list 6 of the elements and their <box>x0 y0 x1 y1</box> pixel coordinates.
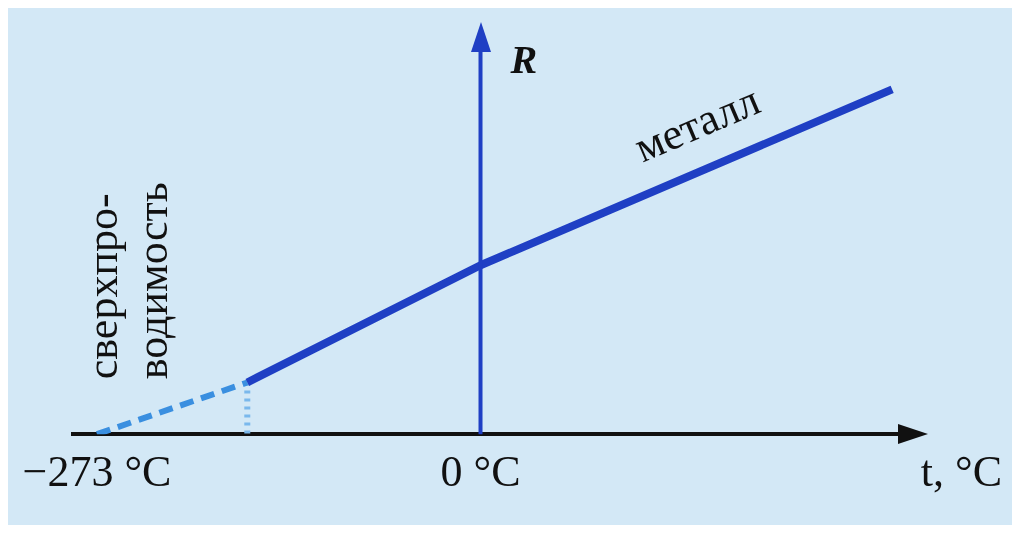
x-tick-label: −273 °C <box>22 447 172 497</box>
annotation: сверхпро- водимость <box>77 182 177 380</box>
y-axis-title: R <box>509 37 538 83</box>
text: металл <box>627 75 767 172</box>
x-tick-label: 0 °C <box>440 447 521 497</box>
x-axis-title: t, °C <box>920 446 1002 496</box>
